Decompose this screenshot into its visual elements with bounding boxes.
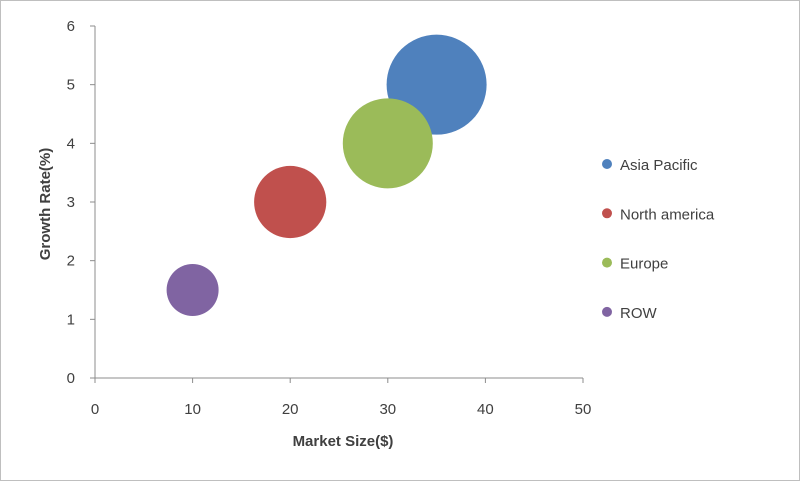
x-tick-label: 50 [575,401,592,418]
legend-marker-europe [602,257,612,268]
x-tick-label: 20 [282,401,299,418]
x-tick-label: 40 [477,401,494,418]
x-tick-label: 10 [184,401,201,418]
x-tick-label: 30 [379,401,396,418]
bubble-row [166,264,219,316]
y-tick-label: 2 [67,253,75,270]
legend-marker-north-america [602,208,612,219]
axes: 0 1 2 3 4 5 6 0 10 20 30 40 50 [67,18,592,418]
bubble-europe [342,98,433,189]
bubble-north-america [254,165,327,239]
legend: Asia Pacific North america Europe ROW [602,157,715,322]
y-tick-label: 0 [67,370,75,387]
x-tick-label: 0 [91,401,99,418]
legend-label-row: ROW [620,305,658,322]
y-tick-label: 1 [67,311,75,328]
legend-marker-row [602,306,612,317]
bubbles [166,34,487,316]
legend-marker-asia-pacific [602,159,612,169]
y-tick-label: 4 [67,135,75,152]
x-axis-title: Market Size($) [293,433,394,450]
legend-label-asia-pacific: Asia Pacific [620,157,698,174]
legend-label-north-america: North america [620,206,715,223]
y-tick-label: 6 [67,18,75,35]
y-tick-label: 5 [67,77,75,94]
y-tick-label: 3 [67,194,75,211]
legend-label-europe: Europe [620,256,668,273]
y-axis-title: Growth Rate(%) [37,148,54,261]
